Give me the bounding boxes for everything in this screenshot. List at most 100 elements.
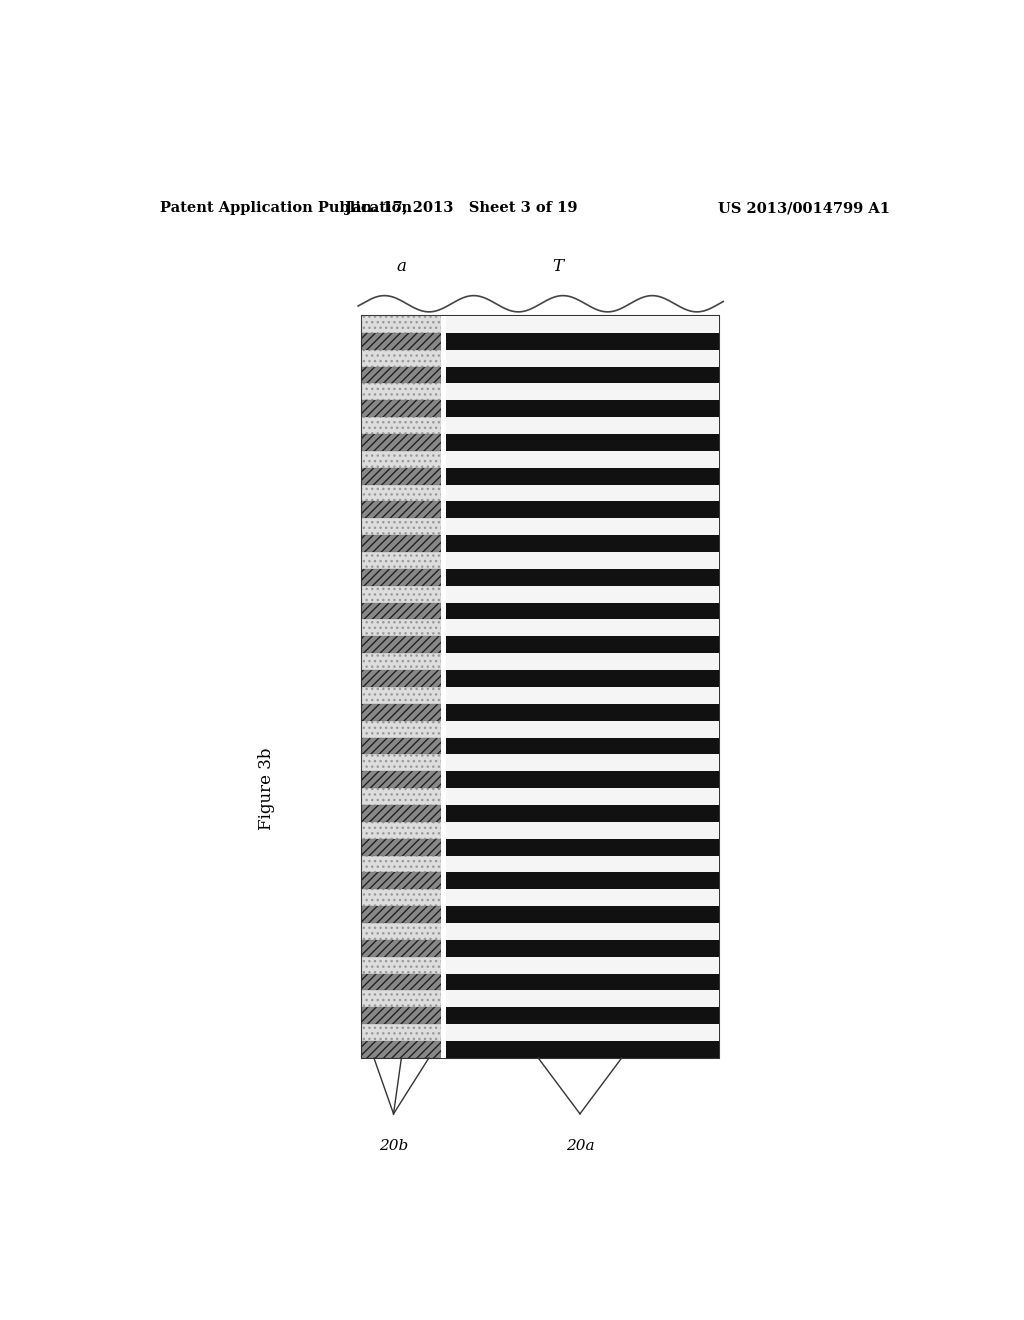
Text: Patent Application Publication: Patent Application Publication	[160, 201, 412, 215]
Bar	[362, 315, 719, 1057]
Bar	[362, 1041, 440, 1057]
Bar	[362, 350, 440, 367]
Bar	[362, 822, 440, 838]
Bar	[362, 873, 440, 890]
Bar	[440, 467, 719, 484]
Text: 20b: 20b	[379, 1139, 409, 1154]
Bar	[362, 350, 440, 367]
Bar	[440, 451, 719, 467]
Bar	[362, 805, 440, 822]
Bar	[362, 552, 440, 569]
Bar	[362, 671, 440, 686]
Bar	[362, 822, 440, 838]
Bar	[362, 805, 440, 822]
Text: Figure 3b: Figure 3b	[258, 747, 275, 830]
Bar	[362, 519, 440, 535]
Bar	[440, 653, 719, 671]
Bar	[440, 636, 719, 653]
Bar	[362, 721, 440, 738]
Bar	[440, 586, 719, 603]
Bar	[440, 974, 719, 990]
Bar	[362, 367, 440, 383]
Bar	[362, 535, 440, 552]
Bar	[440, 519, 719, 535]
Bar	[440, 315, 719, 333]
Bar	[362, 603, 440, 619]
Bar	[362, 400, 440, 417]
Bar	[362, 990, 440, 1007]
Bar	[440, 738, 719, 755]
Bar	[362, 855, 440, 873]
Bar	[362, 923, 440, 940]
Bar	[362, 721, 440, 738]
Bar	[362, 704, 440, 721]
Bar	[362, 619, 440, 636]
Bar	[440, 990, 719, 1007]
Bar	[362, 451, 440, 467]
Bar	[362, 940, 440, 957]
Bar	[362, 569, 440, 586]
Bar	[440, 855, 719, 873]
Bar	[440, 367, 719, 383]
Bar	[362, 686, 440, 704]
Bar	[440, 873, 719, 890]
Bar	[440, 619, 719, 636]
Bar	[362, 367, 440, 383]
Bar	[362, 552, 440, 569]
Bar	[362, 586, 440, 603]
Bar	[440, 383, 719, 400]
Bar	[362, 1024, 440, 1041]
Bar	[362, 671, 440, 686]
Bar	[440, 502, 719, 519]
Bar	[362, 467, 440, 484]
Bar	[362, 502, 440, 519]
Bar	[362, 484, 440, 502]
Bar	[440, 333, 719, 350]
Bar	[362, 315, 440, 333]
Bar	[440, 350, 719, 367]
Bar	[440, 417, 719, 434]
Bar	[362, 519, 440, 535]
Bar	[362, 738, 440, 755]
Bar	[362, 704, 440, 721]
Bar	[362, 1007, 440, 1024]
Bar	[362, 400, 440, 417]
Bar	[362, 535, 440, 552]
Bar	[440, 755, 719, 771]
Bar	[362, 1007, 440, 1024]
Bar	[362, 434, 440, 451]
Text: 20a: 20a	[565, 1139, 594, 1154]
Bar	[362, 417, 440, 434]
Bar	[362, 383, 440, 400]
Text: US 2013/0014799 A1: US 2013/0014799 A1	[718, 201, 890, 215]
Bar	[440, 940, 719, 957]
Bar	[362, 890, 440, 906]
Bar	[440, 569, 719, 586]
Bar	[362, 619, 440, 636]
Bar	[362, 653, 440, 671]
Bar	[362, 906, 440, 923]
Bar	[362, 838, 440, 855]
Bar	[362, 502, 440, 519]
Bar	[440, 671, 719, 686]
Bar	[362, 957, 440, 974]
Bar	[362, 636, 440, 653]
Bar	[362, 686, 440, 704]
Bar	[440, 1041, 719, 1057]
Bar	[362, 923, 440, 940]
Bar	[362, 569, 440, 586]
Bar	[440, 957, 719, 974]
Bar	[440, 1007, 719, 1024]
Text: Jan. 17, 2013   Sheet 3 of 19: Jan. 17, 2013 Sheet 3 of 19	[345, 201, 578, 215]
Bar	[362, 636, 440, 653]
Bar	[440, 603, 719, 619]
Bar	[440, 1024, 719, 1041]
Bar	[440, 721, 719, 738]
Bar	[362, 974, 440, 990]
Bar	[362, 417, 440, 434]
Bar	[440, 704, 719, 721]
Bar	[362, 990, 440, 1007]
Bar	[362, 586, 440, 603]
Bar	[362, 653, 440, 671]
Bar	[362, 315, 440, 333]
